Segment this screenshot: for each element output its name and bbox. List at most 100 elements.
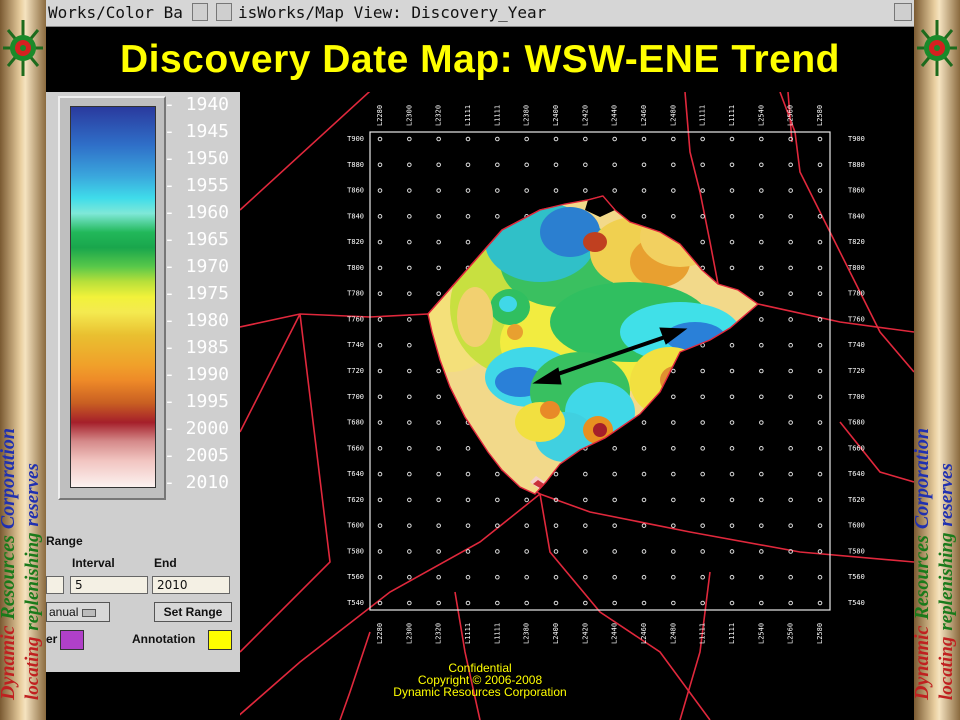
company-name-label: Dynamic Resources Corporation — [393, 685, 567, 699]
grid-column-label: L2420 — [581, 105, 589, 126]
grid-point — [553, 600, 559, 606]
grid-column-label: L1111 — [728, 623, 736, 644]
chevron-down-icon — [81, 608, 96, 617]
grid-point — [700, 523, 705, 528]
grid-point — [788, 497, 793, 503]
left-sidebar-text: Dynamic Resources Corporation locating repl… — [0, 175, 46, 705]
grid-point — [583, 574, 588, 580]
grid-point — [700, 162, 705, 168]
grid-column-label: L2480 — [669, 623, 677, 644]
grid-row-label: T860 — [848, 187, 865, 195]
grid-point — [759, 342, 764, 348]
grid-point — [759, 549, 764, 554]
grid-column-label: L2460 — [640, 623, 648, 644]
grid-point — [788, 162, 793, 168]
grid-point — [436, 368, 441, 374]
grid-row-label: T580 — [848, 547, 865, 555]
grid-row-label: T780 — [347, 290, 364, 298]
grid-column-label: L2380 — [523, 105, 531, 126]
grid-point — [729, 239, 735, 245]
window-title-bar: Works/Color Ba isWorks/Map View: Discove… — [46, 0, 914, 27]
interval-field[interactable]: 5 — [70, 576, 148, 594]
grid-point — [729, 214, 735, 219]
grid-point — [788, 265, 793, 271]
grid-point — [671, 136, 676, 142]
grid-point — [817, 420, 823, 425]
window-menu-button[interactable] — [192, 3, 208, 21]
grid-point — [641, 446, 647, 451]
grid-point — [759, 239, 764, 245]
grid-point — [407, 162, 412, 168]
grid-point — [759, 317, 764, 322]
grid-point — [817, 342, 823, 348]
annotation-color-swatch[interactable] — [208, 630, 232, 650]
grid-point — [583, 188, 588, 193]
grid-point — [729, 136, 735, 142]
grid-point — [495, 162, 500, 168]
grid-column-label: L2320 — [435, 105, 443, 126]
grid-point — [788, 342, 793, 348]
start-field[interactable] — [46, 576, 64, 594]
grid-point — [817, 471, 823, 477]
end-field[interactable]: 2010 — [152, 576, 230, 594]
grid-point — [759, 162, 764, 168]
grid-row-label: T820 — [848, 238, 865, 246]
grid-point — [700, 600, 705, 606]
grid-point — [641, 523, 647, 528]
grid-point — [729, 162, 735, 168]
window-minimize-button[interactable] — [216, 3, 232, 21]
grid-point — [759, 420, 764, 425]
grid-point — [407, 265, 412, 271]
grid-point — [788, 291, 793, 296]
grid-left-labels: T900 T880 T860 T840 T820 T800 T780 T760 T740 T720… — [347, 135, 364, 607]
grid-point — [377, 471, 383, 477]
colorbar-panel: - 1940 - 1945 - 1950 - 1955 - 1960 - 1965 - 19… — [46, 92, 240, 672]
grid-point — [465, 549, 471, 554]
grid-point — [759, 368, 764, 374]
brand-word-dynamic: Dynamic — [914, 625, 933, 701]
grid-point — [817, 574, 823, 580]
grid-point — [817, 549, 823, 554]
colorbar-tick-label: - 1980 — [164, 310, 230, 331]
map-window-title: isWorks/Map View: Discovery_Year — [238, 3, 547, 22]
grid-point — [553, 549, 559, 554]
grid-column-label: L1111 — [464, 623, 472, 644]
grid-point — [495, 471, 500, 477]
brand-word-corporation: Corporation — [0, 428, 19, 529]
grid-row-label: T540 — [848, 599, 865, 607]
map-view[interactable]: L2280 L2300 L2320 L1111 L1111 L2380 L2400 L2420… — [240, 92, 914, 720]
grid-point — [553, 471, 559, 477]
grid-point — [612, 471, 617, 477]
grid-point — [612, 497, 617, 503]
grid-row-label: T740 — [848, 341, 865, 349]
grid-point — [524, 136, 529, 142]
grid-row-label: T680 — [848, 419, 865, 427]
grid-point — [465, 600, 471, 606]
grid-point — [788, 549, 793, 554]
grid-point — [671, 368, 676, 374]
grid-point — [817, 136, 823, 142]
trend-arrow-icon — [532, 327, 688, 385]
grid-point — [407, 342, 412, 348]
grid-point — [729, 394, 735, 400]
range-mode-select[interactable]: anual — [46, 602, 110, 622]
window-close-button[interactable] — [894, 3, 912, 21]
colorbar-tick-label: - 1945 — [164, 121, 230, 142]
grid-point — [788, 239, 793, 245]
grid-point — [436, 394, 441, 400]
grid-point — [700, 188, 705, 193]
grid-point — [612, 446, 617, 451]
grid-point — [729, 420, 735, 425]
grid-row-label: T880 — [848, 161, 865, 169]
border-color-swatch[interactable] — [60, 630, 84, 650]
right-sidebar-banner: Dynamic Resources Corporation locating repl… — [911, 0, 960, 720]
grid-point — [407, 497, 412, 503]
grid-row-label: T880 — [347, 161, 364, 169]
grid-row-label: T800 — [347, 264, 364, 272]
grid-point — [495, 188, 500, 193]
grid-point — [524, 549, 529, 554]
interval-label: Interval — [72, 556, 115, 570]
set-range-button[interactable]: Set Range — [154, 602, 232, 622]
grid-point — [759, 291, 764, 296]
grid-point — [436, 600, 441, 606]
